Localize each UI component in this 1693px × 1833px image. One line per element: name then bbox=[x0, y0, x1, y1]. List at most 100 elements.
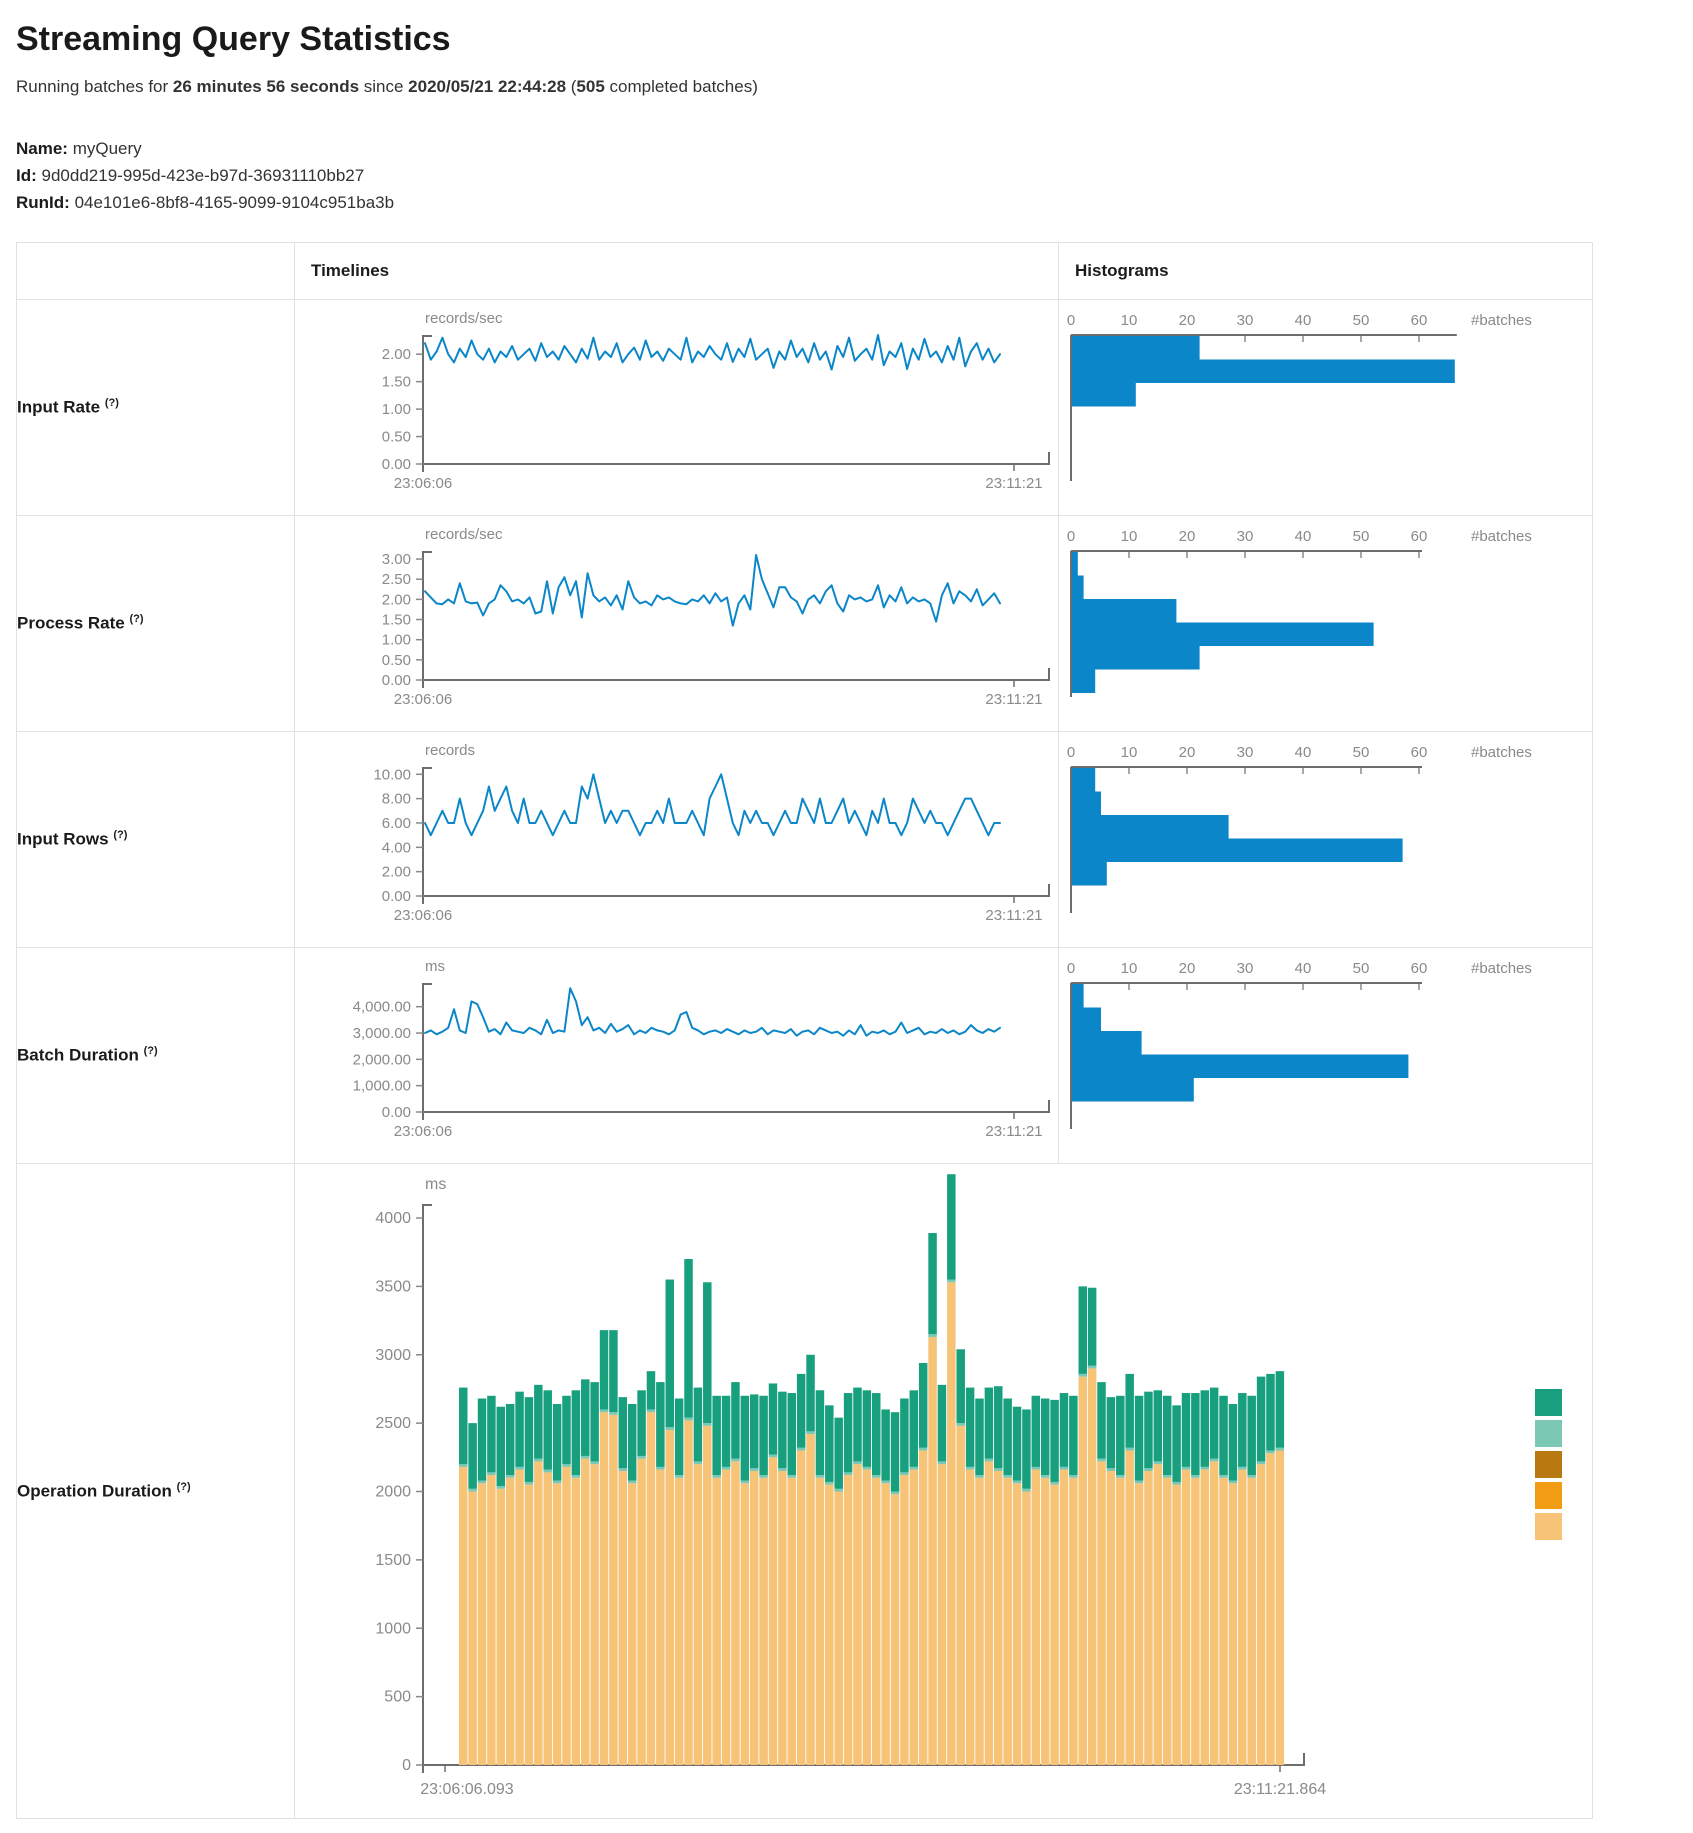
svg-text:1000: 1000 bbox=[375, 1620, 411, 1637]
svg-text:#batches: #batches bbox=[1471, 528, 1532, 545]
table-row-input-rate: Input Rate (?) records/sec 0.00 0.50 1.00 1.… bbox=[16, 299, 1593, 516]
svg-text:0: 0 bbox=[1067, 312, 1075, 329]
batch-duration-timeline-chart: ms 0.00 1,000.00 2,000.00 3,000.00 4,000.00 23… bbox=[353, 958, 1050, 1140]
svg-text:20: 20 bbox=[1179, 744, 1196, 761]
svg-text:3000: 3000 bbox=[375, 1347, 411, 1364]
svg-text:records/sec: records/sec bbox=[425, 526, 503, 543]
row-label-input-rate: Input Rate (?) bbox=[16, 299, 295, 516]
start-timestamp: 2020/05/21 22:44:28 bbox=[408, 77, 567, 96]
input-rows-timeline-cell: records 0.00 2.00 4.00 6.00 8.00 10.00 23:06:06… bbox=[294, 731, 1059, 948]
help-tooltip-icon[interactable]: (?) bbox=[143, 1045, 158, 1058]
svg-text:4,000.00: 4,000.00 bbox=[353, 999, 411, 1016]
page-title: Streaming Query Statistics bbox=[16, 20, 451, 58]
svg-text:records: records bbox=[425, 742, 475, 759]
histograms-column-header: Histograms bbox=[1058, 242, 1593, 300]
svg-text:2.00: 2.00 bbox=[382, 864, 411, 881]
running-prefix: Running batches for bbox=[16, 77, 173, 96]
process-rate-timeline-chart: records/sec 0.00 0.50 1.00 1.50 2.00 2.50 3.00 2… bbox=[382, 526, 1050, 708]
svg-text:40: 40 bbox=[1295, 528, 1312, 545]
empty-header-cell bbox=[16, 242, 295, 300]
id-label: Id: bbox=[16, 166, 37, 185]
svg-text:0.00: 0.00 bbox=[382, 456, 411, 473]
completed-batches-count: 505 bbox=[576, 77, 605, 96]
svg-text:60: 60 bbox=[1411, 312, 1428, 329]
svg-text:30: 30 bbox=[1237, 744, 1254, 761]
batch-duration-histogram-chart: 0 10 20 30 40 50 60 #batches bbox=[1067, 960, 1532, 1129]
svg-text:1.00: 1.00 bbox=[382, 401, 411, 418]
svg-text:10.00: 10.00 bbox=[373, 766, 411, 783]
svg-text:0.50: 0.50 bbox=[382, 652, 411, 669]
svg-text:30: 30 bbox=[1237, 960, 1254, 977]
svg-text:2,000.00: 2,000.00 bbox=[353, 1051, 411, 1068]
table-row-operation-duration: Operation Duration (?) ms 0 500 1000 1500 200… bbox=[16, 1163, 1593, 1819]
svg-text:1,000.00: 1,000.00 bbox=[353, 1078, 411, 1095]
help-tooltip-icon[interactable]: (?) bbox=[113, 829, 128, 842]
input-rows-timeline-chart: records 0.00 2.00 4.00 6.00 8.00 10.00 23:06:06… bbox=[373, 742, 1050, 924]
svg-text:10: 10 bbox=[1121, 960, 1138, 977]
svg-text:40: 40 bbox=[1295, 744, 1312, 761]
svg-text:23:11:21: 23:11:21 bbox=[985, 907, 1042, 924]
name-label: Name: bbox=[16, 139, 68, 158]
svg-text:50: 50 bbox=[1353, 312, 1370, 329]
process-rate-histogram-chart: 0 10 20 30 40 50 60 #batches bbox=[1067, 528, 1532, 697]
process-rate-histogram-cell: 0 10 20 30 40 50 60 #batches bbox=[1058, 515, 1593, 732]
svg-text:4000: 4000 bbox=[375, 1210, 411, 1227]
svg-text:#batches: #batches bbox=[1471, 960, 1532, 977]
svg-text:23:11:21: 23:11:21 bbox=[985, 475, 1042, 492]
statistics-table: Timelines Histograms Input Rate (?) reco… bbox=[16, 242, 1593, 1819]
operation-duration-stacked-chart: ms 0 500 1000 1500 2000 2500 3000 3500 4000 23:06:… bbox=[375, 1174, 1562, 1798]
runid-value: 04e101e6-8bf8-4165-9099-9104c951ba3b bbox=[74, 193, 395, 212]
svg-text:40: 40 bbox=[1295, 960, 1312, 977]
svg-text:0: 0 bbox=[402, 1757, 411, 1774]
input-rate-timeline-chart: records/sec 0.00 0.50 1.00 1.50 2.00 23:06:06 2… bbox=[382, 310, 1050, 492]
svg-text:0.00: 0.00 bbox=[382, 888, 411, 905]
batch-duration-timeline-cell: ms 0.00 1,000.00 2,000.00 3,000.00 4,000.00 23… bbox=[294, 947, 1059, 1164]
svg-text:60: 60 bbox=[1411, 528, 1428, 545]
query-metadata: Name: myQuery Id: 9d0dd219-995d-423e-b97… bbox=[16, 135, 1677, 216]
svg-text:4.00: 4.00 bbox=[382, 839, 411, 856]
svg-text:0.00: 0.00 bbox=[382, 672, 411, 689]
svg-text:20: 20 bbox=[1179, 960, 1196, 977]
svg-text:23:11:21: 23:11:21 bbox=[985, 691, 1042, 708]
help-tooltip-icon[interactable]: (?) bbox=[104, 397, 119, 410]
table-row-process-rate: Process Rate (?) records/sec 0.00 0.50 1.00… bbox=[16, 515, 1593, 732]
row-label-input-rows: Input Rows (?) bbox=[16, 731, 295, 948]
svg-text:23:06:06.093: 23:06:06.093 bbox=[420, 1781, 514, 1798]
query-name-line: Name: myQuery bbox=[16, 135, 1677, 162]
svg-text:0: 0 bbox=[1067, 960, 1075, 977]
svg-text:2.00: 2.00 bbox=[382, 591, 411, 608]
svg-text:8.00: 8.00 bbox=[382, 791, 411, 808]
svg-text:30: 30 bbox=[1237, 312, 1254, 329]
operation-duration-chart-cell: ms 0 500 1000 1500 2000 2500 3000 3500 4000 23:06:… bbox=[294, 1163, 1593, 1819]
input-rows-histogram-chart: 0 10 20 30 40 50 60 #batches bbox=[1067, 744, 1532, 913]
svg-text:2.00: 2.00 bbox=[382, 346, 411, 363]
svg-text:500: 500 bbox=[384, 1689, 411, 1706]
running-summary: Running batches for 26 minutes 56 second… bbox=[16, 77, 1677, 97]
svg-text:23:11:21.864: 23:11:21.864 bbox=[1234, 1781, 1326, 1798]
svg-text:23:11:21: 23:11:21 bbox=[985, 1123, 1042, 1140]
svg-text:2500: 2500 bbox=[375, 1415, 411, 1432]
help-tooltip-icon[interactable]: (?) bbox=[176, 1480, 191, 1493]
metric-label: Input Rate bbox=[17, 397, 101, 417]
timelines-column-header: Timelines bbox=[294, 242, 1059, 300]
input-rate-histogram-chart: 0 10 20 30 40 50 60 #batches bbox=[1067, 312, 1532, 481]
svg-text:50: 50 bbox=[1353, 528, 1370, 545]
svg-text:#batches: #batches bbox=[1471, 744, 1532, 761]
help-tooltip-icon[interactable]: (?) bbox=[129, 613, 144, 626]
row-label-operation-duration: Operation Duration (?) bbox=[16, 1163, 295, 1819]
table-header-row: Timelines Histograms bbox=[16, 242, 1593, 300]
svg-text:0: 0 bbox=[1067, 528, 1075, 545]
id-value: 9d0dd219-995d-423e-b97d-36931110bb27 bbox=[41, 166, 365, 185]
svg-text:23:06:06: 23:06:06 bbox=[394, 1123, 452, 1140]
table-row-input-rows: Input Rows (?) records 0.00 2.00 4.00 6.00 8.… bbox=[16, 731, 1593, 948]
query-id-line: Id: 9d0dd219-995d-423e-b97d-36931110bb27 bbox=[16, 162, 1677, 189]
running-duration: 26 minutes 56 seconds bbox=[172, 77, 360, 96]
metric-label: Process Rate bbox=[17, 613, 125, 633]
name-value: myQuery bbox=[72, 139, 142, 158]
svg-text:30: 30 bbox=[1237, 528, 1254, 545]
runid-label: RunId: bbox=[16, 193, 70, 212]
svg-text:1.50: 1.50 bbox=[382, 612, 411, 629]
table-row-batch-duration: Batch Duration (?) ms 0.00 1,000.00 2,000.0… bbox=[16, 947, 1593, 1164]
svg-text:3500: 3500 bbox=[375, 1278, 411, 1295]
input-rows-histogram-cell: 0 10 20 30 40 50 60 #batches bbox=[1058, 731, 1593, 948]
